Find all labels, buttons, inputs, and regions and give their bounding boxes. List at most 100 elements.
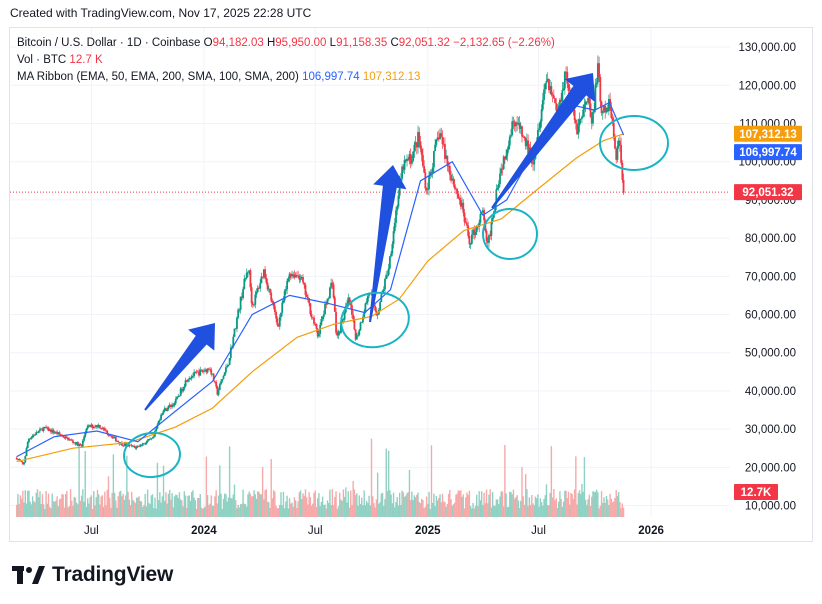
- candle: [336, 330, 339, 339]
- candle: [152, 435, 155, 439]
- trend-arrow-3: [491, 73, 596, 209]
- volume-bar: [176, 495, 178, 517]
- volume-bar: [287, 508, 290, 517]
- volume-bar: [341, 500, 343, 517]
- volume-bar: [197, 497, 199, 517]
- volume-bar: [122, 493, 124, 517]
- candle: [470, 229, 473, 245]
- annotation-circle-3: [482, 208, 538, 260]
- volume-bar: [124, 495, 127, 517]
- volume-bar: [576, 504, 578, 517]
- candle: [237, 307, 240, 320]
- candle: [37, 430, 40, 434]
- candle: [554, 97, 556, 104]
- candle: [169, 404, 172, 410]
- tradingview-logo[interactable]: TradingView: [12, 563, 173, 587]
- volume-bar: [315, 506, 318, 517]
- candle: [445, 149, 448, 160]
- volume-bar: [569, 504, 571, 517]
- legend-ma-label[interactable]: MA Ribbon (EMA, 50, EMA, 200, SMA, 100, …: [17, 71, 299, 83]
- candle: [606, 104, 609, 113]
- candle: [288, 272, 291, 282]
- volume-bar: [177, 497, 179, 517]
- candle: [521, 125, 523, 143]
- candle: [47, 426, 50, 432]
- candle: [79, 443, 82, 446]
- volume-bar: [611, 502, 614, 517]
- candle: [217, 387, 220, 397]
- volume-bar: [418, 502, 420, 517]
- candle: [451, 173, 454, 181]
- volume-bar: [517, 500, 520, 517]
- volume-bar: [396, 497, 398, 517]
- volume-bar: [408, 469, 411, 517]
- volume-bar: [368, 495, 370, 517]
- volume-bar: [329, 489, 331, 517]
- candle: [48, 428, 51, 432]
- candle: [561, 81, 564, 104]
- candle: [281, 298, 284, 317]
- volume-bar: [222, 499, 225, 517]
- candle: [141, 442, 144, 447]
- candle: [300, 275, 303, 280]
- volume-bar: [303, 495, 305, 517]
- volume-bar: [494, 505, 496, 517]
- trend-arrow-1: [144, 323, 215, 411]
- volume-bar: [573, 489, 576, 517]
- legend-symbol[interactable]: Bitcoin / U.S. Dollar · 1D · Coinbase: [17, 37, 201, 49]
- volume-bar: [593, 492, 595, 517]
- volume-bar: [387, 450, 390, 517]
- volume-bar: [23, 502, 25, 517]
- candle: [577, 118, 580, 139]
- volume-bar: [301, 499, 303, 517]
- chart-legend: Bitcoin / U.S. Dollar · 1D · Coinbase O9…: [17, 35, 555, 86]
- candle: [132, 445, 134, 448]
- volume-bar: [24, 490, 26, 517]
- volume-bar: [123, 499, 126, 517]
- volume-bar: [467, 494, 469, 517]
- volume-bar: [337, 506, 340, 517]
- volume-bar: [228, 446, 231, 517]
- candle: [519, 121, 522, 134]
- candle: [503, 156, 506, 164]
- candle: [581, 115, 583, 123]
- candle: [620, 137, 623, 165]
- volume-bar: [512, 489, 515, 517]
- volume-bar: [428, 492, 430, 517]
- volume-bar: [225, 494, 227, 517]
- volume-bar: [597, 492, 599, 517]
- candle: [332, 281, 335, 300]
- candle: [251, 301, 254, 309]
- volume-bar: [490, 507, 493, 517]
- volume-bar: [170, 499, 172, 517]
- volume-bar: [471, 508, 473, 517]
- candle: [550, 81, 553, 97]
- volume-bar: [129, 505, 132, 517]
- volume-bar: [150, 495, 153, 517]
- candle: [565, 66, 567, 79]
- volume-bar: [47, 493, 50, 517]
- volume-bar: [359, 504, 362, 517]
- volume-bar: [244, 504, 247, 517]
- candle: [440, 127, 443, 138]
- y-tick-label: 70,000.00: [745, 271, 796, 283]
- candle: [418, 127, 421, 148]
- volume-bar: [403, 496, 406, 517]
- volume-bar: [461, 496, 463, 517]
- candle: [576, 119, 578, 136]
- x-tick-label: Jul: [84, 525, 99, 537]
- volume-bar: [153, 508, 155, 517]
- candle: [97, 423, 100, 429]
- candle: [163, 405, 166, 412]
- volume-bar: [52, 501, 55, 517]
- volume-bar: [78, 447, 80, 517]
- volume-bar: [566, 498, 568, 517]
- volume-bar: [135, 497, 138, 517]
- volume-bar: [529, 504, 532, 517]
- candle: [607, 94, 610, 116]
- volume-bar: [556, 508, 559, 517]
- legend-volume-label[interactable]: Vol · BTC: [17, 54, 67, 66]
- volume-bar: [420, 498, 423, 517]
- annotation-circle-2: [340, 291, 410, 349]
